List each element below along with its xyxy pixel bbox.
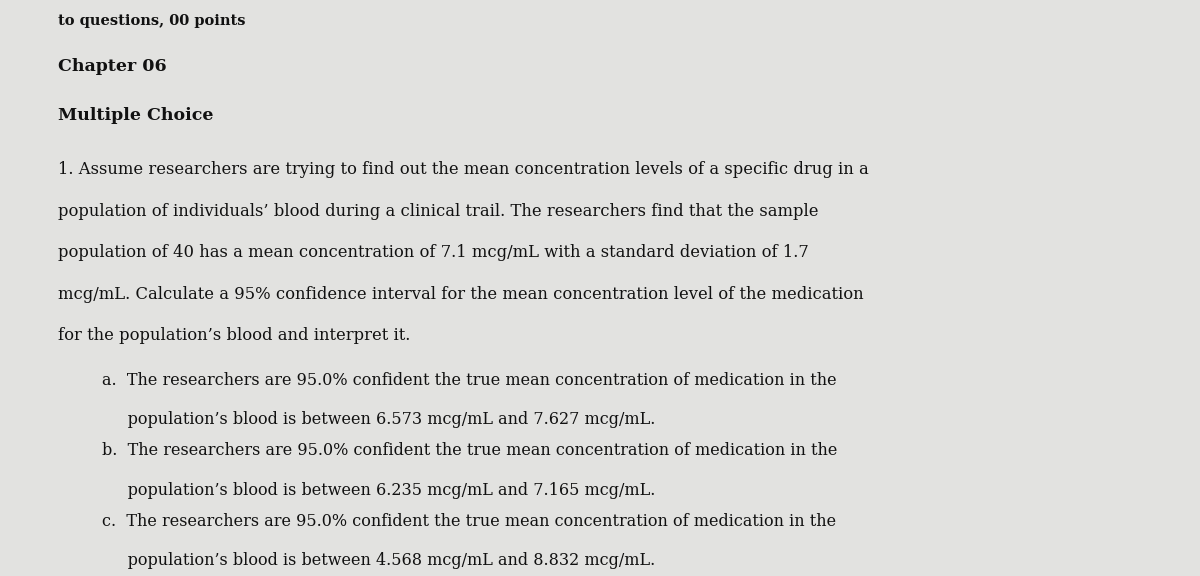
Text: population’s blood is between 4.568 mcg/mL and 8.832 mcg/mL.: population’s blood is between 4.568 mcg/… <box>102 552 655 570</box>
Text: b.  The researchers are 95.0% confident the true mean concentration of medicatio: b. The researchers are 95.0% confident t… <box>102 442 838 460</box>
Text: to questions, 00 points: to questions, 00 points <box>58 14 245 28</box>
Text: for the population’s blood and interpret it.: for the population’s blood and interpret… <box>58 327 410 344</box>
Text: mcg/mL. Calculate a 95% confidence interval for the mean concentration level of : mcg/mL. Calculate a 95% confidence inter… <box>58 286 863 303</box>
Text: population of individuals’ blood during a clinical trail. The researchers find t: population of individuals’ blood during … <box>58 203 818 220</box>
Text: population’s blood is between 6.573 mcg/mL and 7.627 mcg/mL.: population’s blood is between 6.573 mcg/… <box>102 411 655 428</box>
Text: population’s blood is between 6.235 mcg/mL and 7.165 mcg/mL.: population’s blood is between 6.235 mcg/… <box>102 482 655 499</box>
Text: a.  The researchers are 95.0% confident the true mean concentration of medicatio: a. The researchers are 95.0% confident t… <box>102 372 836 389</box>
Text: c.  The researchers are 95.0% confident the true mean concentration of medicatio: c. The researchers are 95.0% confident t… <box>102 513 836 530</box>
Text: Multiple Choice: Multiple Choice <box>58 107 214 124</box>
Text: 1. Assume researchers are trying to find out the mean concentration levels of a : 1. Assume researchers are trying to find… <box>58 161 869 179</box>
Text: Chapter 06: Chapter 06 <box>58 58 167 75</box>
Text: population of 40 has a mean concentration of 7.1 mcg/mL with a standard deviatio: population of 40 has a mean concentratio… <box>58 244 809 262</box>
